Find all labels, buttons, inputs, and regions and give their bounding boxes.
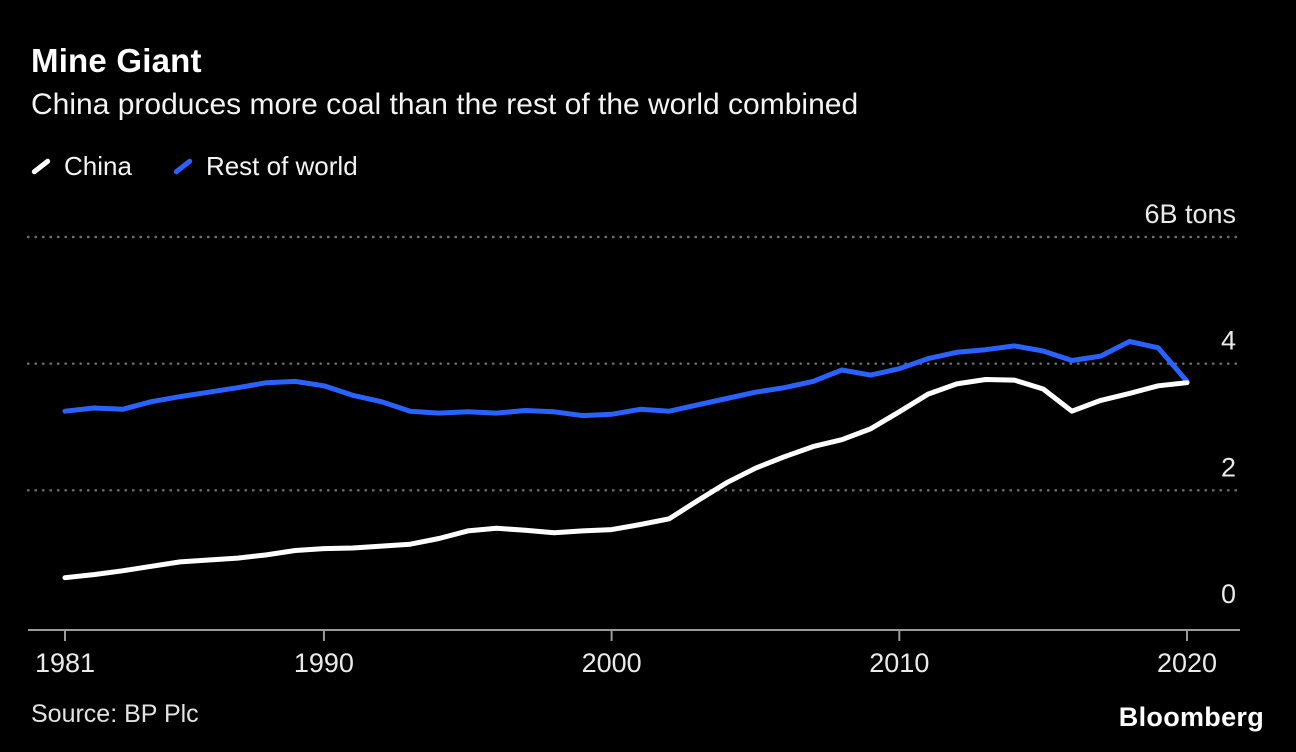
y-tick-label: 2 <box>1221 452 1236 482</box>
x-tick-label: 2020 <box>1157 648 1217 678</box>
x-tick-label: 1981 <box>35 648 95 678</box>
x-tick-label: 2000 <box>582 648 642 678</box>
series-line-rest-of-world <box>62 339 1190 419</box>
legend-item-china: China <box>30 151 132 182</box>
x-tick-label: 2010 <box>869 648 929 678</box>
legend-label-rest-of-world: Rest of world <box>205 151 358 181</box>
x-tick-label: 1990 <box>294 648 354 678</box>
legend-label-china: China <box>64 151 132 181</box>
chart-title: Mine Giant <box>31 42 202 79</box>
legend: China Rest of world <box>30 151 358 182</box>
source-credit: Source: BP Plc <box>31 700 199 728</box>
legend-item-rest-of-world: Rest of world <box>172 151 358 182</box>
y-tick-label: 4 <box>1221 326 1236 356</box>
y-tick-label: 0 <box>1221 579 1236 609</box>
y-tick-label: 6B tons <box>1144 199 1236 229</box>
chart-subtitle: China produces more coal than the rest o… <box>31 88 859 121</box>
bloomberg-logo: Bloomberg <box>1118 702 1264 732</box>
series-line-china <box>62 377 1190 581</box>
